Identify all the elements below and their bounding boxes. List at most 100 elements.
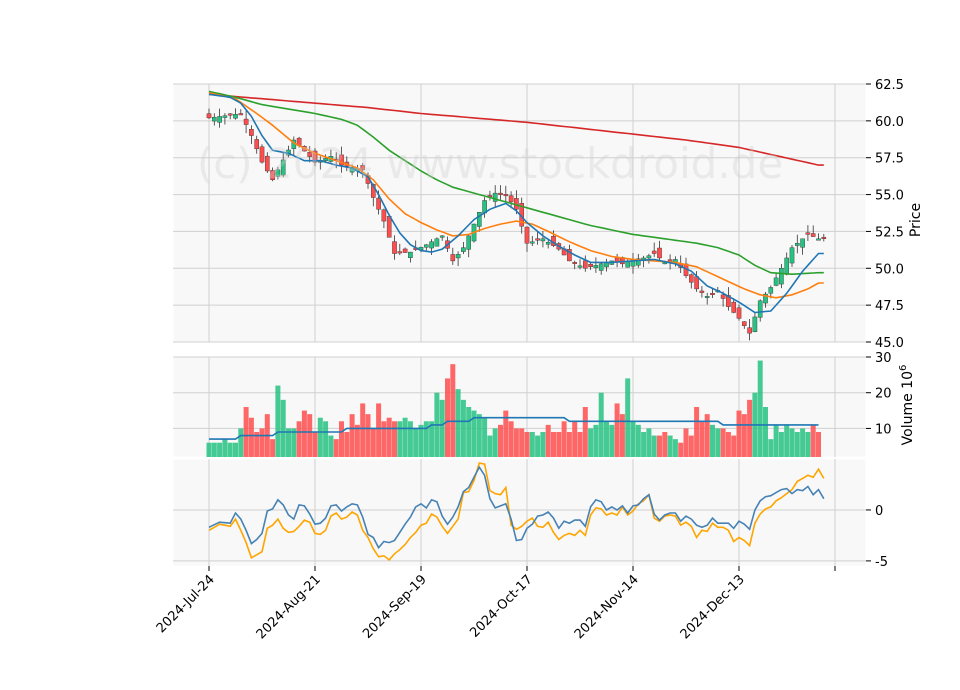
- candle-body: [323, 158, 328, 161]
- volume-bar: [683, 428, 689, 457]
- candle-body: [752, 316, 758, 332]
- candle-body: [206, 113, 212, 119]
- volume-bar: [460, 399, 466, 457]
- oscillator-main-line: [208, 465, 825, 550]
- price-ytick-label: 45.0: [875, 336, 904, 351]
- volume-bar: [598, 392, 604, 457]
- oscillator-ytick-label: 0: [875, 504, 883, 519]
- volume-bar: [529, 432, 535, 457]
- x-tick-label: 2024-Dec-13: [678, 572, 748, 642]
- oscillator-background: [172, 458, 867, 567]
- candle-body: [651, 250, 657, 254]
- candle-body: [816, 238, 821, 241]
- volume-bar: [715, 428, 721, 457]
- volume-bar: [646, 428, 652, 457]
- candle-body: [805, 232, 811, 235]
- volume-bar: [805, 432, 811, 457]
- candle-body: [736, 307, 742, 319]
- candle-body: [747, 327, 752, 334]
- candle-body: [646, 255, 652, 259]
- volume-bar: [254, 432, 260, 457]
- volume-bar: [243, 407, 249, 457]
- volume-bar: [476, 414, 482, 457]
- volume-bar: [280, 399, 286, 457]
- x-tick-label: 2024-Oct-17: [467, 572, 535, 640]
- volume-panel: 10 20 30: [172, 351, 892, 458]
- candle-body: [625, 261, 630, 268]
- volume-bar: [466, 407, 472, 457]
- volume-bar: [344, 432, 350, 457]
- candle-body: [810, 233, 816, 237]
- volume-bar: [471, 410, 477, 457]
- volume-bar: [370, 428, 376, 457]
- volume-bar: [800, 428, 806, 457]
- ma-long-line: [208, 93, 824, 166]
- volume-bar: [556, 432, 562, 457]
- price-panel: 45.0 47.5 50.0 52.5 55.0 57.5 60.0 62.5: [172, 78, 904, 351]
- volume-bar: [725, 432, 731, 457]
- volume-bar: [328, 435, 334, 457]
- price-ytick-label: 50.0: [875, 262, 904, 277]
- volume-bar: [307, 414, 313, 457]
- volume-bar: [498, 424, 503, 457]
- candle-body: [784, 257, 789, 275]
- candle-body: [572, 262, 577, 264]
- candle-body: [720, 294, 726, 299]
- volume-bar: [429, 421, 435, 457]
- volume-bar: [301, 410, 307, 457]
- volume-bar: [551, 432, 556, 457]
- x-axis: 2024-Jul-24 2024-Aug-21 2024-Sep-19 2024-Oc…: [154, 566, 836, 642]
- price-ytick-label: 47.5: [875, 299, 904, 314]
- candle-body: [392, 241, 397, 254]
- oscillator-panel: -5 0: [172, 458, 888, 570]
- candle-body: [339, 154, 344, 166]
- candle-body: [636, 258, 641, 266]
- candle-body: [408, 251, 413, 258]
- volume-bar: [741, 414, 747, 457]
- volume-bar: [217, 442, 223, 457]
- candle-body: [742, 321, 747, 326]
- candle-body: [386, 216, 392, 238]
- candle-body: [667, 259, 673, 262]
- x-tick-label: 2024-Nov-14: [572, 572, 642, 642]
- candle-body: [508, 195, 514, 203]
- volume-bar: [582, 407, 588, 457]
- candle-body: [461, 247, 466, 252]
- candle-body: [254, 139, 260, 150]
- volume-label-base: Volume 10: [900, 371, 916, 445]
- candle-body: [211, 116, 217, 122]
- candle-body: [503, 194, 509, 197]
- oscillator-signal-line: [208, 462, 825, 561]
- watermark-text: (c) 2024 www.stockdroid.de: [197, 139, 783, 188]
- volume-bar: [482, 417, 488, 457]
- volume-bar: [672, 439, 678, 457]
- candle-body: [312, 150, 318, 163]
- volume-bar: [688, 435, 694, 457]
- price-ytick-label: 52.5: [875, 225, 904, 240]
- volume-bar: [317, 417, 323, 457]
- volume-bar: [667, 435, 673, 457]
- volume-bar: [535, 435, 541, 457]
- candle-body: [540, 238, 546, 242]
- volume-bar: [413, 428, 419, 457]
- ma-slow-line: [208, 90, 824, 276]
- volume-bar: [593, 424, 599, 457]
- volume-bar: [720, 428, 726, 457]
- volume-axis-label: Volume 106: [898, 365, 916, 446]
- candle-body: [795, 243, 800, 246]
- volume-bar: [604, 421, 609, 457]
- candle-body: [424, 244, 429, 248]
- volume-bar: [577, 432, 583, 457]
- volume-bar: [296, 421, 302, 457]
- volume-bar: [641, 432, 647, 457]
- volume-bar: [773, 424, 779, 457]
- candle-body: [280, 159, 286, 176]
- volume-bar: [763, 407, 768, 457]
- volume-bar: [333, 439, 339, 457]
- candle-body: [434, 238, 440, 247]
- volume-ytick-label: 20: [875, 387, 892, 402]
- candle-body: [222, 115, 228, 118]
- volume-bar: [227, 442, 233, 457]
- volume-bar: [418, 424, 424, 457]
- candle-body: [249, 129, 254, 136]
